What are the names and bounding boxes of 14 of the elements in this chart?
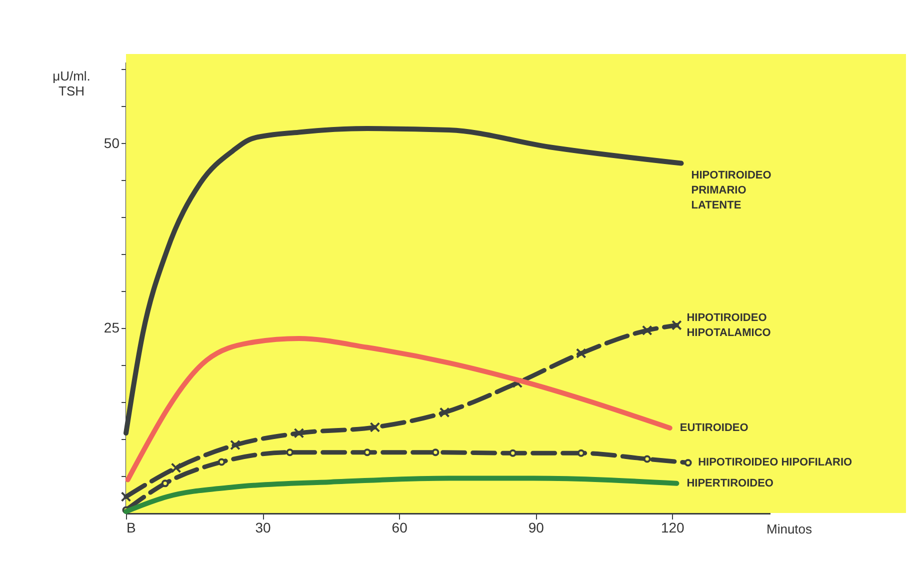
series-label: HIPOTIROIDEO HIPOFILARIO [698,456,853,469]
y-tick-label: 25 [104,320,120,336]
x-axis-title: Minutos [766,522,813,536]
series-label: HIPERTIROIDEO [686,477,774,490]
series-label: HIPOTIROIDEO HIPOTALAMICO [686,312,772,340]
x-tick-label: B [126,520,136,536]
x-tick-label: 30 [255,520,272,536]
x-tick-label: 120 [660,520,685,536]
series-label: HIPOTIROIDEO PRIMARIO LATENTE [691,169,772,212]
x-tick-label: 90 [528,520,544,536]
y-axis-title: μU/ml. TSH [52,68,90,98]
x-tick-label: 60 [392,520,408,536]
y-tick-label: 50 [104,134,120,151]
series-label: EUTIROIDEO [680,422,749,434]
